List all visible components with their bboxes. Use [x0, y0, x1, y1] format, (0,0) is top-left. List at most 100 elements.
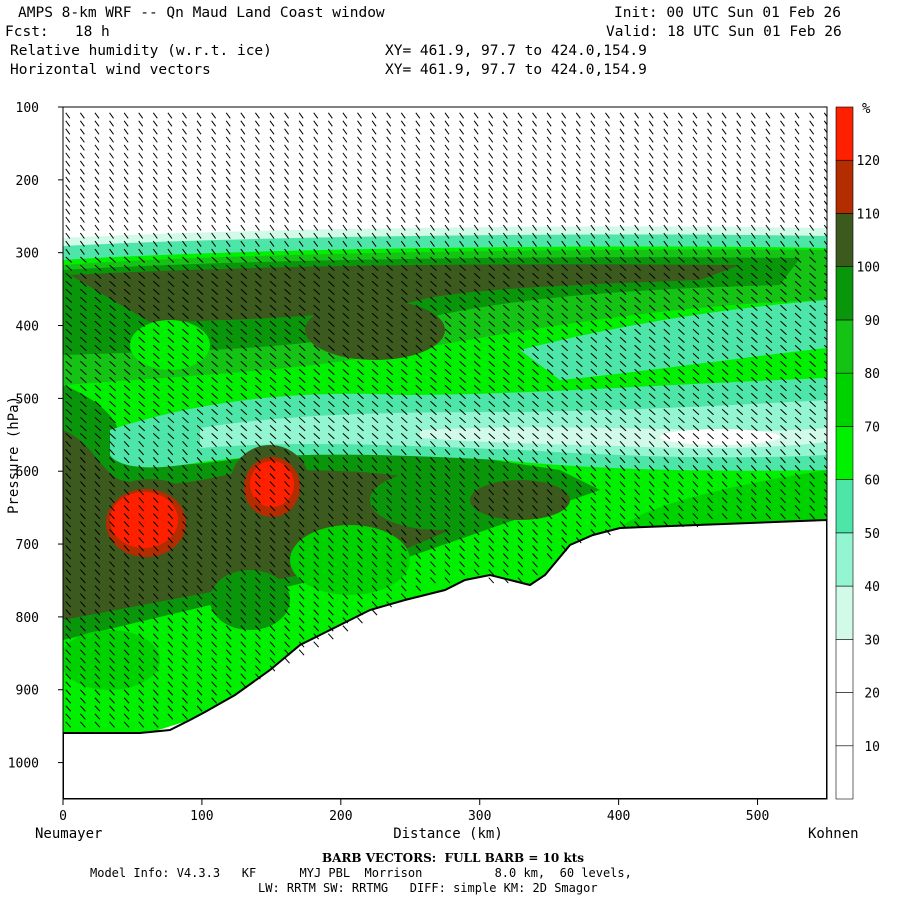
wind-barb	[240, 312, 248, 320]
wind-barb	[79, 569, 86, 576]
colorbar-label: 20	[864, 687, 880, 702]
wind-barb	[400, 176, 406, 183]
wind-barb	[255, 408, 262, 416]
wind-barb	[809, 384, 817, 392]
wind-barb	[488, 545, 495, 552]
wind-barb	[575, 489, 582, 496]
wind-barb	[561, 160, 567, 167]
wind-barb	[79, 625, 86, 632]
wind-barb	[736, 128, 742, 135]
colorbar-label: 60	[864, 474, 880, 489]
wind-barb	[269, 553, 276, 560]
wind-barb	[284, 609, 290, 616]
wind-barb	[255, 601, 261, 608]
wind-barb	[138, 416, 146, 424]
wind-barb	[182, 112, 187, 119]
wind-barb	[605, 432, 612, 440]
wind-barb	[605, 368, 612, 376]
wind-barb	[444, 312, 452, 320]
wind-barb	[211, 489, 217, 496]
wind-barb	[590, 200, 596, 207]
wind-barb	[575, 112, 581, 119]
wind-barb	[561, 344, 569, 352]
wind-barb	[196, 352, 204, 360]
wind-barb	[327, 481, 334, 488]
wind-barb	[269, 176, 275, 183]
wind-barb	[678, 272, 685, 279]
wind-barb	[327, 625, 334, 632]
wind-barb	[415, 176, 421, 183]
wind-barb	[65, 168, 71, 175]
wind-barb	[488, 497, 495, 504]
wind-barb	[327, 368, 335, 376]
wind-barb	[123, 312, 131, 320]
wind-barb	[109, 408, 116, 416]
wind-barb	[707, 304, 714, 311]
wind-barb	[167, 489, 174, 496]
wind-barb	[109, 569, 115, 576]
wind-barb	[400, 264, 408, 271]
wind-barb	[648, 424, 656, 432]
wind-barb	[138, 617, 145, 624]
wind-barb	[809, 481, 815, 488]
wind-barb	[152, 449, 159, 456]
wind-barb	[138, 689, 145, 696]
wind-barb	[342, 432, 350, 440]
wind-barb	[65, 144, 71, 151]
wind-barb	[590, 288, 598, 295]
wind-barb	[794, 200, 800, 207]
wind-barb	[65, 601, 72, 608]
wind-barb	[65, 272, 73, 279]
wind-barb	[371, 432, 379, 440]
wind-barb	[517, 328, 525, 336]
wind-barb	[590, 505, 597, 512]
wind-barb	[211, 248, 217, 255]
wind-barb	[313, 625, 320, 632]
wind-barb	[473, 392, 481, 400]
wind-barb	[327, 424, 335, 432]
wind-barb	[459, 128, 465, 135]
wind-barb	[65, 529, 72, 536]
wind-barb	[138, 176, 144, 183]
wind-barb	[546, 336, 554, 344]
wind-barb	[532, 152, 537, 159]
wind-barb	[79, 521, 86, 528]
wind-barb	[400, 304, 408, 311]
wind-barb	[517, 160, 523, 167]
wind-barb	[211, 152, 217, 159]
wind-barb	[750, 368, 758, 376]
wind-barb	[386, 553, 392, 560]
wind-barb	[152, 192, 158, 199]
wind-barb	[663, 296, 671, 303]
wind-barb	[298, 184, 304, 191]
wind-barb	[692, 232, 698, 239]
wind-barb	[707, 416, 714, 424]
wind-barb	[707, 240, 712, 247]
wind-barb	[546, 489, 553, 496]
wind-barb	[765, 312, 773, 320]
wind-barb	[736, 136, 742, 143]
wind-barb	[648, 441, 655, 448]
wind-barb	[619, 120, 625, 127]
wind-barb	[225, 681, 232, 688]
wind-barb	[79, 681, 86, 688]
wind-barb	[459, 529, 465, 536]
wind-barb	[444, 280, 452, 287]
wind-barb	[619, 320, 627, 328]
wind-barb	[663, 384, 671, 392]
wind-barb	[721, 408, 729, 416]
wind-barb	[255, 272, 262, 279]
wind-barb	[269, 545, 276, 552]
wind-barb	[284, 617, 290, 624]
wind-barb	[750, 192, 756, 199]
wind-barb	[79, 144, 85, 151]
wind-barb	[79, 561, 86, 568]
wind-barb	[721, 240, 727, 247]
wind-barb	[109, 184, 114, 191]
wind-barb	[327, 176, 333, 183]
wind-barb	[721, 312, 729, 320]
wind-barb	[736, 336, 744, 344]
wind-barb	[517, 360, 525, 368]
wind-barb	[240, 216, 246, 223]
wind-barb	[79, 601, 86, 608]
